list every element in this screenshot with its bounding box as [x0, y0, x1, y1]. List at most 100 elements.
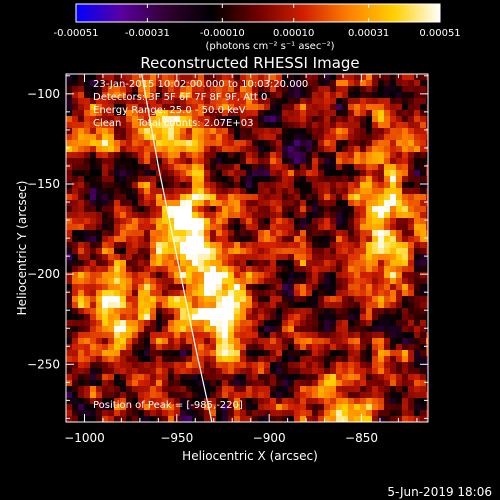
- heatmap-cell: [294, 182, 301, 189]
- heatmap-cell: [354, 344, 361, 351]
- heatmap-cell: [228, 278, 235, 285]
- heatmap-cell: [252, 392, 259, 399]
- heatmap-cell: [312, 380, 319, 387]
- heatmap-cell: [348, 320, 355, 327]
- heatmap-cell: [252, 344, 259, 351]
- heatmap-cell: [294, 416, 301, 422]
- heatmap-cell: [222, 404, 229, 411]
- heatmap-cell: [102, 302, 109, 309]
- heatmap-cell: [330, 224, 337, 231]
- heatmap-cell: [156, 164, 163, 171]
- heatmap-cell: [156, 80, 163, 87]
- heatmap-cell: [66, 410, 73, 417]
- heatmap-cell: [84, 182, 91, 189]
- heatmap-cell: [96, 194, 103, 201]
- heatmap-cell: [84, 194, 91, 201]
- heatmap-cell: [150, 176, 157, 183]
- heatmap-cell: [102, 290, 109, 297]
- heatmap-cell: [114, 278, 121, 285]
- heatmap-cell: [300, 380, 307, 387]
- heatmap-cell: [408, 152, 415, 159]
- heatmap-cell: [108, 344, 115, 351]
- heatmap-cell: [360, 206, 367, 213]
- heatmap-cell: [276, 74, 283, 81]
- heatmap-cell: [78, 248, 85, 255]
- heatmap-cell: [66, 206, 73, 213]
- heatmap-cell: [354, 320, 361, 327]
- heatmap-cell: [342, 86, 349, 93]
- heatmap-cell: [114, 266, 121, 273]
- heatmap-cell: [306, 236, 313, 243]
- heatmap-cell: [312, 104, 319, 111]
- heatmap-cell: [204, 86, 211, 93]
- heatmap-cell: [186, 128, 193, 135]
- heatmap-cell: [378, 398, 385, 405]
- heatmap-cell: [114, 380, 121, 387]
- heatmap-cell: [384, 362, 391, 369]
- heatmap-cell: [132, 356, 139, 363]
- heatmap-cell: [300, 362, 307, 369]
- heatmap-cell: [96, 188, 103, 195]
- heatmap-cell: [240, 128, 247, 135]
- heatmap-cell: [426, 158, 428, 165]
- heatmap-cell: [336, 332, 343, 339]
- heatmap-cell: [330, 188, 337, 195]
- heatmap-cell: [78, 260, 85, 267]
- heatmap-cell: [360, 158, 367, 165]
- heatmap-cell: [408, 200, 415, 207]
- heatmap-cell: [78, 146, 85, 153]
- heatmap-cell: [402, 206, 409, 213]
- heatmap-cell: [150, 290, 157, 297]
- heatmap-cell: [384, 188, 391, 195]
- heatmap-cell: [108, 116, 115, 123]
- heatmap-cell: [258, 134, 265, 141]
- heatmap-cell: [330, 74, 337, 81]
- heatmap-cell: [216, 164, 223, 171]
- heatmap-cell: [408, 404, 415, 411]
- heatmap-cell: [336, 272, 343, 279]
- heatmap-cell: [306, 212, 313, 219]
- heatmap-cell: [414, 368, 421, 375]
- heatmap-cell: [396, 398, 403, 405]
- heatmap-cell: [354, 284, 361, 291]
- heatmap-cell: [312, 176, 319, 183]
- heatmap-cell: [96, 230, 103, 237]
- heatmap-cell: [294, 134, 301, 141]
- heatmap-cell: [270, 260, 277, 267]
- heatmap-cell: [204, 326, 211, 333]
- heatmap-cell: [336, 158, 343, 165]
- heatmap-cell: [156, 122, 163, 129]
- heatmap-cell: [366, 332, 373, 339]
- heatmap-cell: [126, 140, 133, 147]
- heatmap-cell: [300, 200, 307, 207]
- heatmap-cell: [150, 314, 157, 321]
- heatmap-cell: [384, 302, 391, 309]
- heatmap-cell: [264, 146, 271, 153]
- heatmap-cell: [294, 248, 301, 255]
- heatmap-cell: [252, 110, 259, 117]
- heatmap-cell: [252, 116, 259, 123]
- heatmap-cell: [402, 104, 409, 111]
- heatmap-cell: [222, 230, 229, 237]
- heatmap-cell: [330, 86, 337, 93]
- heatmap-cell: [264, 380, 271, 387]
- heatmap-cell: [168, 380, 175, 387]
- heatmap-cell: [390, 368, 397, 375]
- colorbar-tick-label: -0.00051: [54, 28, 99, 39]
- heatmap-cell: [66, 344, 73, 351]
- heatmap-cell: [72, 260, 79, 267]
- heatmap-cell: [192, 128, 199, 135]
- heatmap-cell: [264, 182, 271, 189]
- heatmap-cell: [378, 74, 385, 81]
- heatmap-cell: [372, 200, 379, 207]
- heatmap-cell: [414, 374, 421, 381]
- heatmap-cell: [408, 74, 415, 81]
- heatmap-cell: [216, 110, 223, 117]
- heatmap-cell: [396, 260, 403, 267]
- heatmap-cell: [180, 116, 187, 123]
- heatmap-cell: [174, 290, 181, 297]
- heatmap-cell: [384, 98, 391, 105]
- heatmap-cell: [174, 272, 181, 279]
- heatmap-cell: [258, 260, 265, 267]
- heatmap-cell: [348, 380, 355, 387]
